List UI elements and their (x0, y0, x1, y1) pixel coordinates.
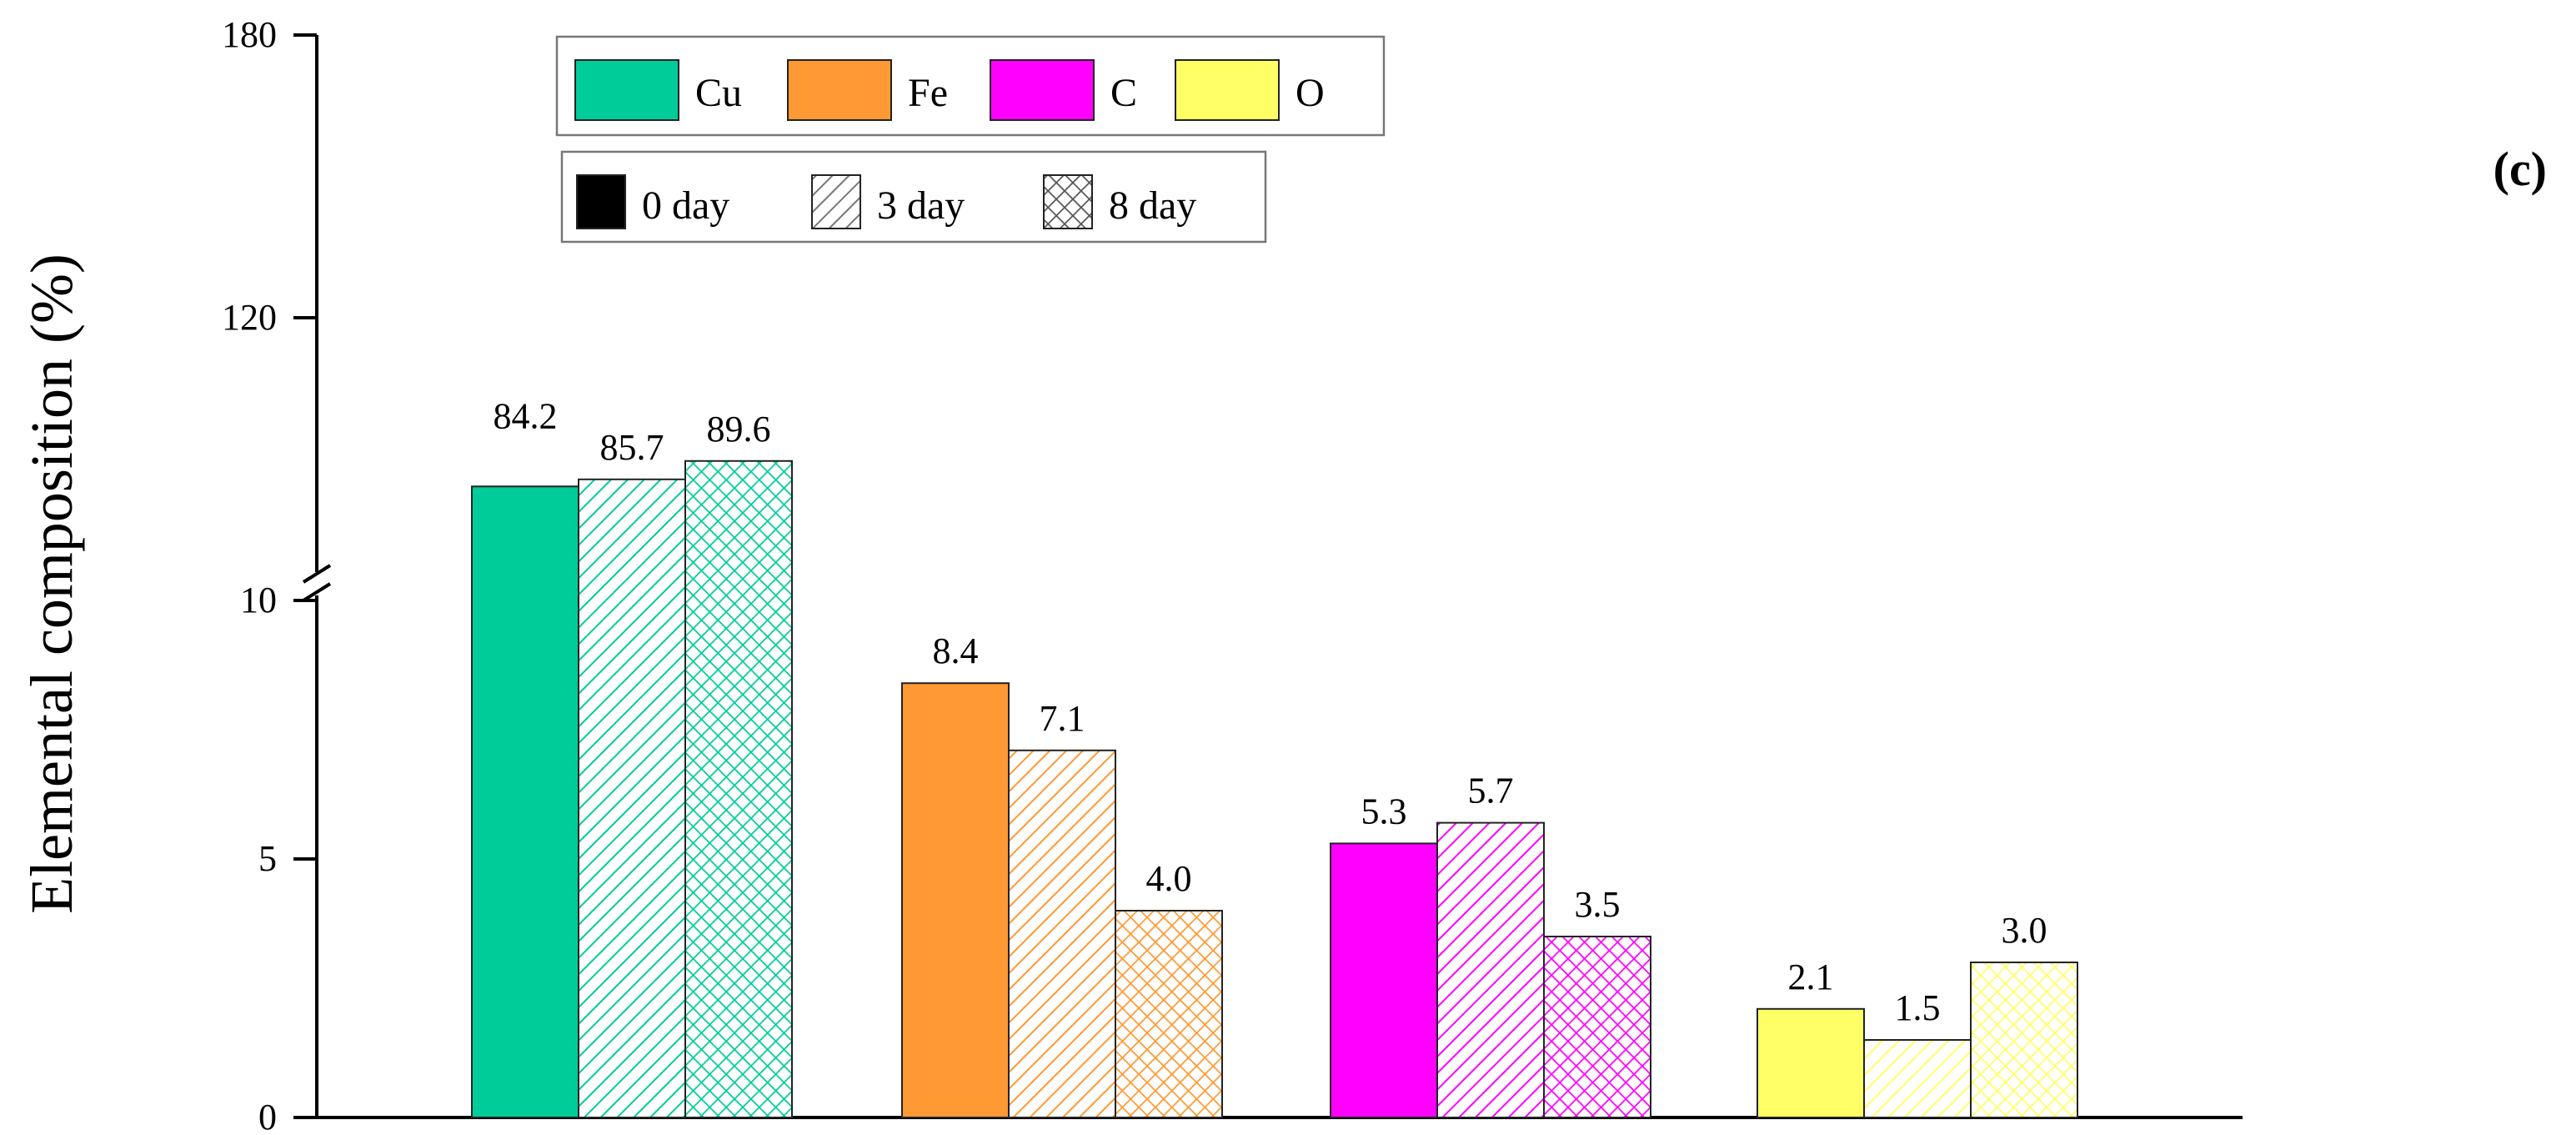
bar-cu-0-day (471, 485, 579, 1118)
data-label: 85.7 (600, 427, 664, 468)
y-tick-label: 10 (240, 580, 277, 620)
panel-label: (c) (2493, 142, 2547, 196)
legend-label-c: C (1110, 71, 1137, 115)
data-label: 84.2 (494, 395, 558, 436)
axis-break-mark (302, 582, 332, 602)
data-label: 89.6 (707, 409, 771, 449)
data-label: 5.7 (1468, 771, 1514, 811)
y-tick-label: 180 (222, 14, 277, 55)
legend-swatch-fe (787, 59, 892, 121)
data-label: 3.0 (2002, 910, 2047, 951)
data-label: 3.5 (1575, 884, 1621, 925)
legends: Cu Fe C O 0 day 3 day 8 day (555, 35, 1386, 244)
data-label: 7.1 (1040, 698, 1085, 739)
bar-fe-3-day (1008, 749, 1116, 1118)
legend-swatch-o (1175, 59, 1280, 121)
data-label: 8.4 (933, 630, 979, 671)
legend-elements: Cu Fe C O (555, 35, 1386, 137)
bar-c-3-day (1436, 821, 1545, 1118)
bar-cu-8-day (684, 460, 793, 1118)
y-tick-label: 0 (258, 1097, 277, 1131)
legend-label-o: O (1296, 71, 1325, 115)
data-labels: 84.2 85.7 89.6 8.4 7.1 4.0 5.3 5.7 3.5 2.1 1.5 3.0 (494, 395, 2047, 1028)
legend-label-8-day: 8 day (1109, 183, 1196, 228)
bar-c-8-day (1543, 936, 1651, 1118)
y-tick-label: 120 (222, 297, 277, 338)
bar-o-8-day (1970, 962, 2078, 1118)
y-tick-label: 5 (258, 838, 277, 879)
legend-label-0-day: 0 day (642, 183, 729, 228)
legend-swatch-cu (574, 59, 679, 121)
axis-break-mark (302, 564, 332, 584)
legend-swatch-c (990, 59, 1095, 121)
bar-fe-0-day (901, 682, 1010, 1118)
y-axis-title: Elemental composition (%) (18, 254, 85, 914)
legend-series-box (560, 150, 1267, 244)
bar-o-0-day (1757, 1007, 1865, 1119)
legend-series: 0 day 3 day 8 day (560, 150, 1267, 244)
data-label: 5.3 (1361, 791, 1407, 831)
legend-label-fe: Fe (908, 71, 948, 115)
legend-swatch-0-day (576, 174, 626, 229)
data-label: 4.0 (1146, 858, 1192, 899)
bar-fe-8-day (1115, 910, 1223, 1118)
legend-swatch-8-day (1043, 174, 1093, 229)
legend-label-cu: Cu (695, 71, 742, 115)
legend-label-3-day: 3 day (877, 183, 965, 228)
legend-swatch-3-day (811, 174, 861, 229)
bar-cu-3-day (578, 478, 686, 1118)
bar-c-0-day (1330, 842, 1438, 1119)
data-label: 2.1 (1788, 957, 1834, 997)
bar-o-3-day (1863, 1039, 1972, 1118)
data-label: 1.5 (1895, 987, 1941, 1028)
bars (471, 460, 2078, 1119)
